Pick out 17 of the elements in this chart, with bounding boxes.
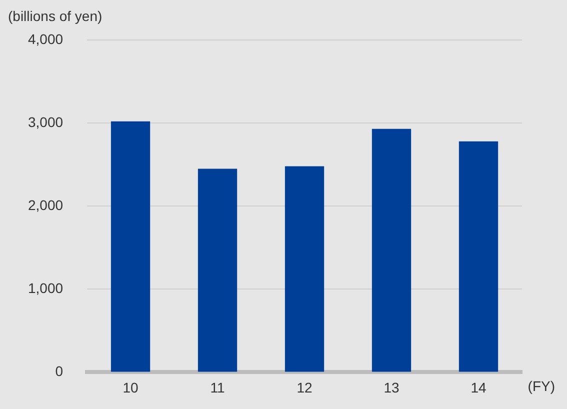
bar — [458, 141, 498, 372]
bar — [284, 166, 324, 372]
bar — [198, 168, 238, 372]
y-tick-label: 0 — [55, 363, 64, 380]
x-tick-label: 13 — [384, 379, 400, 396]
y-axis-title: (billions of yen) — [8, 8, 102, 24]
x-tick-label: 10 — [122, 379, 139, 396]
bar — [372, 128, 412, 372]
x-axis-title: (FY) — [528, 378, 555, 394]
x-tick-label: 12 — [296, 379, 313, 396]
y-tick-label: 4,000 — [28, 30, 64, 47]
x-tick-label: 11 — [210, 379, 225, 396]
y-tick-label: 1,000 — [28, 280, 64, 296]
y-tick-label: 3,000 — [28, 114, 64, 130]
y-tick-label: 2,000 — [28, 196, 64, 213]
x-tick-label: 14 — [470, 379, 486, 396]
bar — [110, 121, 150, 372]
